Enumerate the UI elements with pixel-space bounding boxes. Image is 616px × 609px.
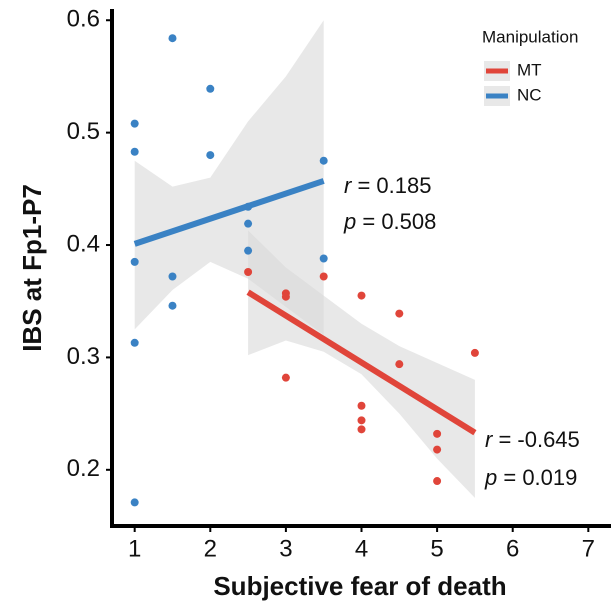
data-point — [319, 272, 328, 281]
data-point — [395, 309, 404, 318]
stat-symbol: p — [343, 209, 356, 234]
x-tick-label: 3 — [279, 535, 292, 562]
data-point — [206, 84, 215, 93]
data-point — [319, 254, 328, 263]
data-point — [168, 34, 177, 43]
y-tick-label: 0.6 — [67, 6, 100, 33]
data-point — [357, 416, 366, 425]
data-point — [130, 338, 139, 347]
x-tick-label: 6 — [506, 535, 519, 562]
stat-annotation: p = 0.019 — [484, 465, 577, 490]
data-point — [470, 348, 479, 357]
x-axis-title: Subjective fear of death — [213, 571, 506, 601]
stat-annotation: r = -0.645 — [485, 427, 580, 452]
data-point — [206, 151, 215, 160]
stat-annotation: p = 0.508 — [343, 209, 436, 234]
stat-value: = 0.185 — [351, 173, 431, 198]
stat-value: = -0.645 — [492, 427, 579, 452]
data-point — [319, 156, 328, 165]
data-point — [433, 429, 442, 438]
confidence-band — [134, 20, 324, 335]
stat-value: = 0.019 — [497, 465, 577, 490]
y-tick-label: 0.3 — [67, 343, 100, 370]
data-point — [244, 219, 253, 228]
data-point — [130, 119, 139, 128]
x-tick-label: 4 — [355, 535, 368, 562]
x-tick-label: 5 — [430, 535, 443, 562]
data-point — [281, 292, 290, 301]
data-point — [395, 360, 404, 369]
legend-label: NC — [517, 85, 542, 104]
stat-symbol: r — [344, 173, 353, 198]
stat-annotation: r = 0.185 — [344, 173, 431, 198]
stat-symbol: p — [484, 465, 497, 490]
data-point — [357, 291, 366, 300]
x-tick-label: 2 — [204, 535, 217, 562]
legend-title: Manipulation — [482, 27, 578, 46]
data-point — [433, 477, 442, 486]
data-point — [433, 445, 442, 454]
data-point — [168, 301, 177, 310]
stat-symbol: r — [485, 427, 494, 452]
x-tick-label: 7 — [582, 535, 595, 562]
y-tick-label: 0.2 — [67, 455, 100, 482]
data-point — [130, 147, 139, 156]
regression-line — [246, 289, 477, 436]
legend-label: MT — [517, 60, 542, 79]
data-point — [357, 425, 366, 434]
data-point — [244, 267, 253, 276]
data-point — [281, 373, 290, 382]
y-tick-label: 0.4 — [67, 230, 100, 257]
data-point — [357, 401, 366, 410]
regression-line — [133, 178, 325, 247]
data-point — [130, 257, 139, 266]
y-tick-label: 0.5 — [67, 118, 100, 145]
data-point — [130, 498, 139, 507]
y-axis-title: IBS at Fp1-P7 — [17, 184, 47, 352]
stat-value: = 0.508 — [356, 209, 436, 234]
data-point — [244, 246, 253, 255]
x-tick-label: 1 — [128, 535, 141, 562]
data-point — [168, 272, 177, 281]
